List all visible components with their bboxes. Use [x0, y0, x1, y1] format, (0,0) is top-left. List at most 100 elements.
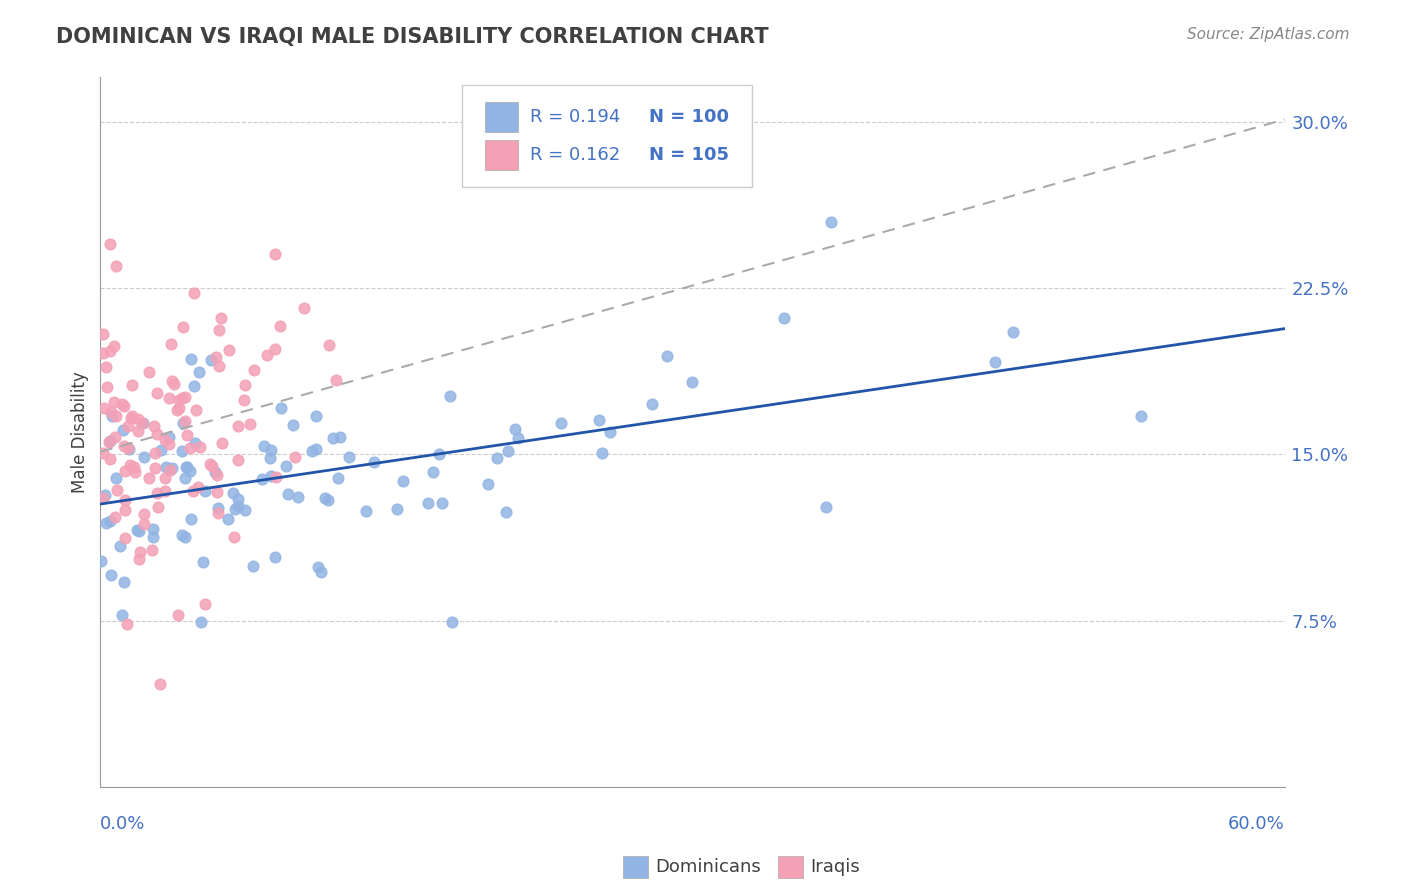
Point	[122, 459, 145, 474]
Point	[198, 457, 221, 471]
Point	[143, 446, 166, 460]
Point	[228, 453, 250, 467]
Point	[187, 365, 209, 379]
Point	[190, 440, 212, 454]
Point	[146, 427, 169, 442]
Point	[104, 409, 127, 423]
Point	[233, 378, 256, 392]
Point	[166, 403, 188, 417]
Point	[103, 394, 125, 409]
Point	[655, 350, 678, 364]
Point	[91, 491, 114, 505]
Point	[176, 459, 198, 474]
Point	[180, 352, 202, 367]
Point	[128, 551, 150, 566]
Point	[208, 323, 231, 337]
Point	[264, 246, 287, 260]
Point	[127, 412, 149, 426]
Point	[599, 425, 621, 439]
Point	[363, 455, 385, 469]
Point	[427, 447, 450, 461]
Point	[325, 373, 347, 387]
Point	[157, 437, 180, 451]
Point	[416, 495, 439, 509]
Point	[253, 439, 276, 453]
Text: Iraqis: Iraqis	[810, 858, 859, 876]
Point	[209, 311, 232, 326]
Point	[94, 488, 117, 502]
Point	[167, 401, 190, 415]
Point	[118, 442, 141, 456]
Point	[134, 450, 156, 465]
FancyBboxPatch shape	[461, 85, 752, 187]
Point	[205, 350, 228, 364]
Point	[477, 476, 499, 491]
Point	[242, 558, 264, 573]
Point	[146, 500, 169, 514]
Point	[134, 516, 156, 531]
Point	[105, 259, 128, 273]
Point	[183, 285, 205, 300]
Point	[100, 567, 122, 582]
Text: 60.0%: 60.0%	[1227, 815, 1285, 833]
Point	[162, 460, 184, 475]
Point	[508, 431, 530, 445]
Point	[172, 528, 194, 542]
Point	[204, 465, 226, 479]
Point	[98, 236, 121, 251]
Point	[264, 343, 287, 357]
Point	[387, 502, 409, 516]
Point	[112, 574, 135, 589]
Text: R = 0.194: R = 0.194	[530, 108, 620, 126]
Text: N = 100: N = 100	[648, 108, 728, 126]
Point	[153, 471, 176, 485]
Point	[143, 461, 166, 475]
Point	[264, 549, 287, 564]
Point	[146, 486, 169, 500]
Point	[120, 410, 142, 425]
Point	[439, 389, 461, 403]
Point	[114, 464, 136, 478]
Point	[250, 472, 273, 486]
Point	[222, 486, 245, 500]
Point	[187, 480, 209, 494]
Point	[190, 615, 212, 629]
Point	[132, 507, 155, 521]
Point	[337, 450, 360, 465]
Point	[264, 470, 287, 484]
Point	[91, 446, 114, 460]
Point	[287, 490, 309, 504]
Point	[174, 530, 197, 544]
Point	[174, 414, 197, 428]
Point	[159, 463, 181, 477]
Point	[179, 441, 201, 455]
Point	[104, 430, 127, 444]
Point	[121, 377, 143, 392]
Point	[174, 390, 197, 404]
Point	[260, 469, 283, 483]
Point	[222, 531, 245, 545]
Point	[305, 442, 328, 457]
Point	[1002, 325, 1025, 339]
Point	[641, 397, 664, 411]
Point	[207, 485, 229, 500]
Point	[138, 471, 160, 485]
Point	[186, 402, 208, 417]
Point	[112, 399, 135, 413]
Point	[90, 554, 112, 568]
Point	[174, 459, 197, 474]
Point	[283, 418, 305, 433]
Point	[239, 417, 262, 431]
Point	[354, 504, 377, 518]
Point	[322, 431, 344, 445]
Point	[142, 418, 165, 433]
Point	[270, 401, 292, 416]
Point	[226, 419, 249, 434]
Point	[205, 468, 228, 483]
Point	[163, 377, 186, 392]
Point	[114, 493, 136, 508]
Point	[131, 416, 153, 430]
Point	[318, 338, 340, 352]
Point	[184, 436, 207, 450]
Point	[98, 344, 121, 359]
